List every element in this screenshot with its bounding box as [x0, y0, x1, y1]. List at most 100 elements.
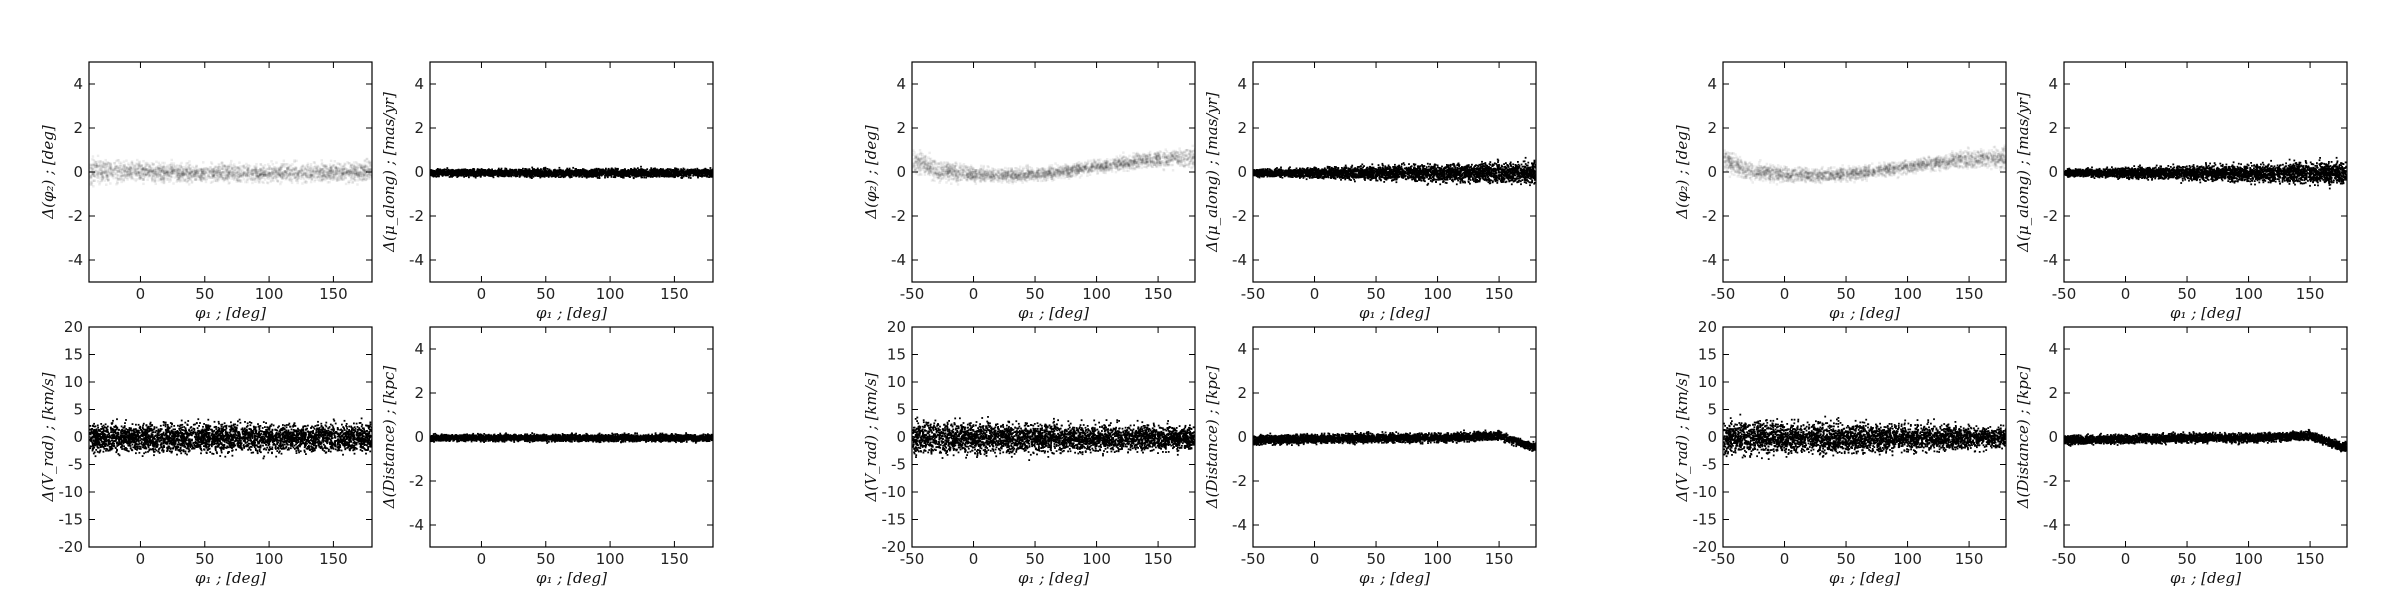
data-point [168, 163, 171, 167]
data-point [320, 169, 323, 173]
data-point [165, 178, 169, 181]
data-point [191, 171, 194, 174]
data-point [193, 173, 196, 177]
data-point [230, 159, 233, 163]
data-point [291, 171, 295, 174]
data-point [99, 172, 103, 175]
data-point [354, 172, 357, 176]
data-point [101, 171, 104, 174]
data-point [115, 180, 119, 184]
data-point [227, 174, 230, 178]
data-point [244, 174, 247, 178]
data-point [227, 166, 230, 169]
data-point [362, 173, 365, 176]
data-point [175, 173, 179, 177]
data-point [341, 172, 344, 175]
data-point [297, 171, 300, 175]
data-point [294, 175, 298, 178]
data-point [110, 172, 113, 176]
data-point [238, 172, 241, 176]
data-point [191, 175, 194, 178]
data-point [120, 180, 123, 184]
data-point [117, 170, 120, 174]
data-point [187, 176, 190, 179]
data-point [259, 170, 263, 174]
data-point [231, 171, 234, 174]
data-point [559, 176, 562, 178]
data-point [225, 176, 228, 180]
data-point [349, 164, 352, 168]
data-point [592, 168, 594, 171]
data-point [312, 172, 316, 175]
data-point [338, 173, 341, 176]
data-point [221, 175, 224, 178]
data-point [137, 164, 140, 167]
data-point [301, 182, 304, 185]
data-point [259, 172, 263, 176]
data-point [213, 172, 216, 176]
data-point [185, 171, 189, 174]
data-point [240, 172, 243, 176]
data-point [310, 175, 313, 179]
data-point [233, 168, 237, 172]
data-point [243, 166, 246, 170]
data-point [251, 181, 254, 185]
data-point [134, 171, 138, 174]
data-point [241, 170, 244, 174]
data-point [333, 176, 336, 180]
data-point [279, 167, 282, 170]
data-point [189, 171, 193, 174]
data-point [175, 180, 178, 183]
data-point [180, 171, 183, 175]
data-point [293, 168, 296, 171]
data-point [272, 176, 275, 179]
data-point [153, 179, 157, 182]
data-point [215, 179, 218, 182]
data-point [353, 175, 357, 178]
data-point [194, 169, 197, 173]
data-point [243, 166, 246, 170]
data-point [497, 175, 500, 177]
data-point [177, 173, 180, 177]
data-point [130, 162, 133, 165]
data-point [226, 179, 230, 182]
data-point [118, 178, 122, 181]
data-point [263, 171, 267, 175]
data-point [116, 170, 119, 173]
data-point [319, 169, 322, 172]
data-point [187, 166, 190, 169]
data-point [184, 178, 187, 182]
data-point [146, 178, 149, 182]
data-point [246, 171, 250, 175]
data-point [143, 175, 147, 178]
data-point [100, 168, 103, 171]
data-point [369, 164, 372, 168]
data-point [96, 176, 99, 179]
data-point [318, 171, 321, 174]
data-point [153, 171, 156, 174]
data-point [318, 179, 321, 183]
data-point [173, 168, 176, 171]
data-point [255, 169, 259, 173]
data-point [101, 163, 104, 167]
data-point [350, 169, 353, 172]
data-point [115, 176, 118, 180]
data-point [312, 166, 315, 169]
data-point [320, 159, 323, 162]
data-point [178, 177, 182, 180]
data-point [237, 175, 241, 179]
data-point [157, 165, 160, 168]
data-point [184, 164, 188, 168]
data-point [98, 177, 102, 180]
data-point [139, 175, 142, 178]
data-point [212, 174, 215, 177]
data-point [104, 162, 107, 166]
data-point [202, 177, 205, 180]
data-point [350, 164, 353, 167]
data-point [558, 176, 560, 178]
data-point [196, 169, 199, 172]
data-point [244, 166, 247, 169]
data-point [109, 167, 113, 171]
data-point [143, 170, 146, 174]
data-point [258, 177, 261, 181]
